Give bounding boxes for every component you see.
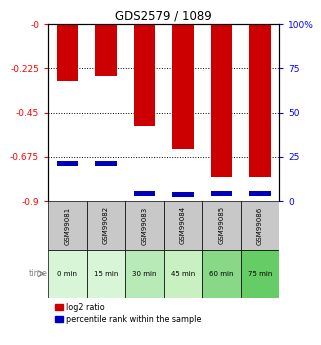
Text: 30 min: 30 min xyxy=(132,271,157,277)
Bar xyxy=(125,249,164,298)
Bar xyxy=(172,192,194,197)
Text: 75 min: 75 min xyxy=(248,271,272,277)
Bar xyxy=(95,161,117,166)
Bar xyxy=(241,249,279,298)
Text: 15 min: 15 min xyxy=(94,271,118,277)
Text: GSM99081: GSM99081 xyxy=(65,206,70,245)
Bar xyxy=(211,191,232,196)
Text: GSM99082: GSM99082 xyxy=(103,206,109,245)
Text: GSM99083: GSM99083 xyxy=(142,206,147,245)
Bar xyxy=(172,24,194,149)
Text: time: time xyxy=(28,269,48,278)
Bar xyxy=(134,24,155,127)
Bar xyxy=(48,249,87,298)
Bar xyxy=(95,24,117,76)
Text: GSM99085: GSM99085 xyxy=(219,206,224,245)
Bar xyxy=(202,201,241,249)
Bar xyxy=(87,201,125,249)
Bar xyxy=(164,201,202,249)
Bar xyxy=(211,24,232,177)
Bar xyxy=(249,191,271,196)
Text: GSM99084: GSM99084 xyxy=(180,206,186,245)
Bar xyxy=(57,24,78,81)
Bar xyxy=(202,249,241,298)
Bar xyxy=(241,201,279,249)
Title: GDS2579 / 1089: GDS2579 / 1089 xyxy=(115,10,212,23)
Bar xyxy=(57,161,78,166)
Text: 0 min: 0 min xyxy=(57,271,77,277)
Text: GSM99086: GSM99086 xyxy=(257,206,263,245)
Bar xyxy=(249,24,271,177)
Bar xyxy=(48,201,87,249)
Bar xyxy=(125,201,164,249)
Bar xyxy=(134,191,155,196)
Bar xyxy=(164,249,202,298)
Text: 45 min: 45 min xyxy=(171,271,195,277)
Text: 60 min: 60 min xyxy=(209,271,234,277)
Legend: log2 ratio, percentile rank within the sample: log2 ratio, percentile rank within the s… xyxy=(52,300,204,327)
Bar xyxy=(87,249,125,298)
